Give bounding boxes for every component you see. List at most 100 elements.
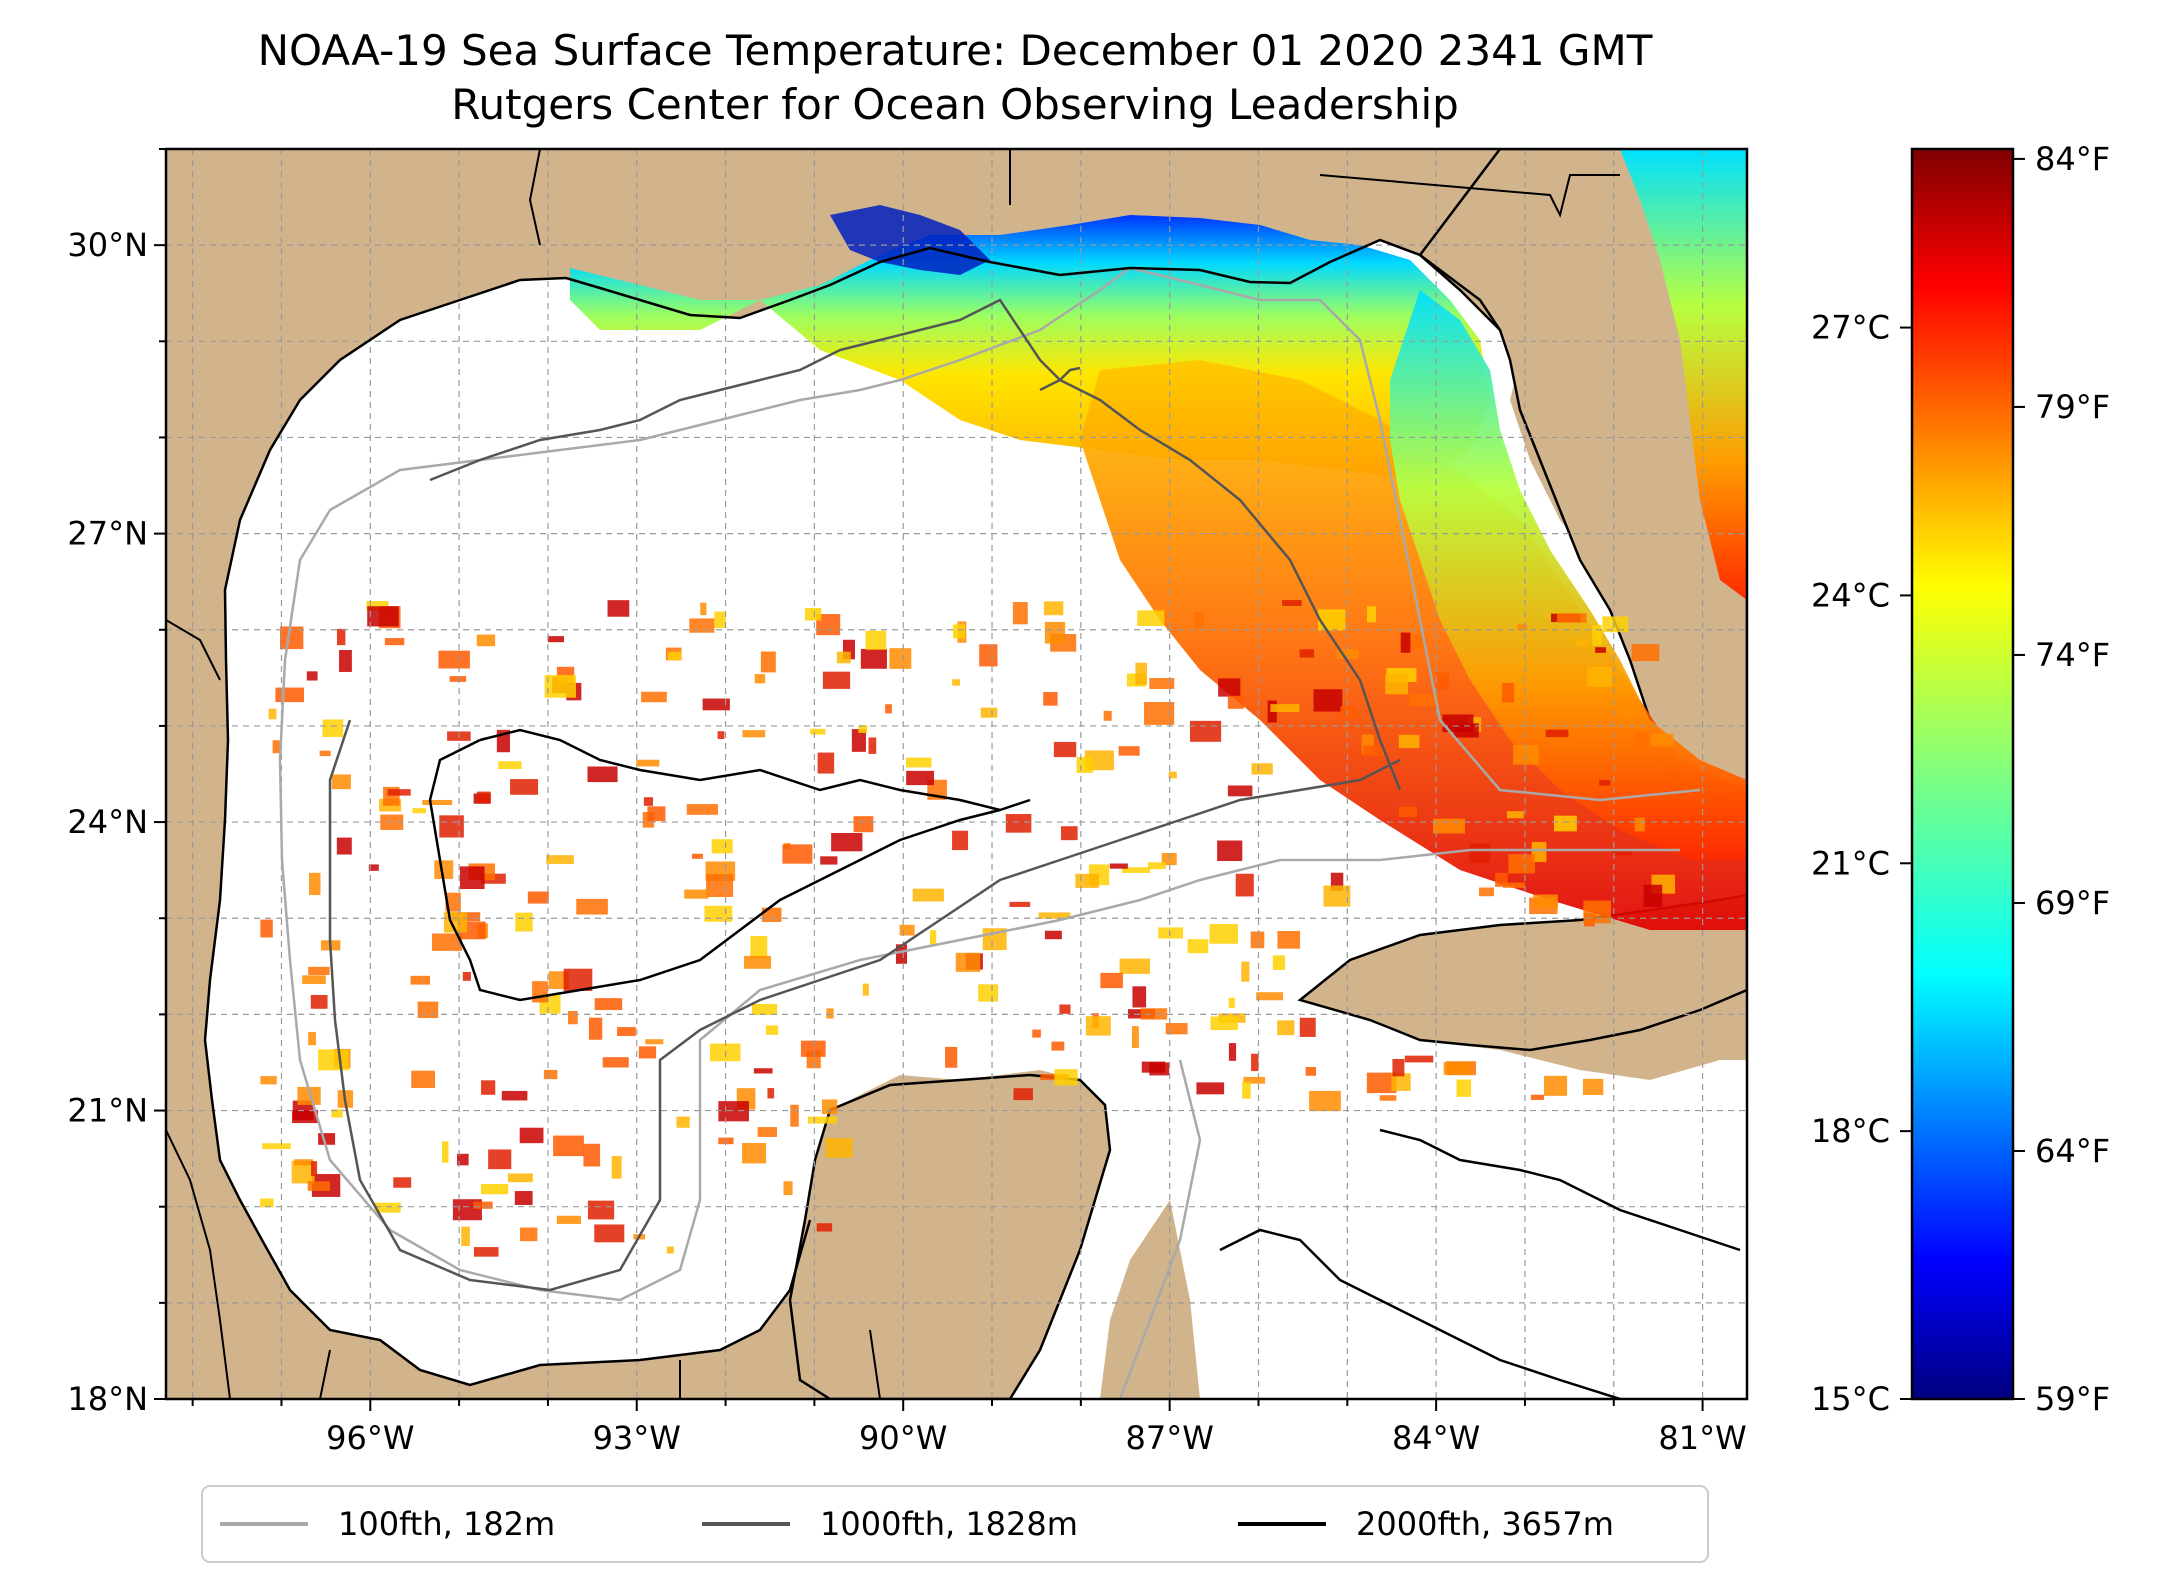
sst-patch	[689, 618, 715, 633]
sst-patch	[1309, 1090, 1341, 1112]
sst-patch	[645, 1039, 664, 1045]
sst-patch	[1228, 1043, 1237, 1061]
sst-patch	[331, 774, 351, 790]
coastline	[203, 238, 1501, 1387]
sst-patch	[262, 1143, 291, 1150]
sst-patch	[1282, 600, 1302, 606]
sst-patch	[1408, 633, 1427, 650]
sst-patch	[527, 891, 549, 904]
sst-patch	[459, 866, 485, 890]
sst-patch	[1243, 1076, 1266, 1084]
sst-patch	[594, 1224, 625, 1243]
sst-patch	[297, 1086, 321, 1105]
sst-patch	[617, 1027, 636, 1036]
lon-tick-label: 84°W	[1392, 1419, 1480, 1457]
legend-label: 100fth, 182m	[338, 1505, 555, 1543]
sst-patch	[831, 833, 863, 852]
sst-patch	[1009, 901, 1031, 907]
sst-patch	[1442, 714, 1474, 732]
sst-patch	[1340, 706, 1358, 719]
sst-patch	[319, 750, 331, 757]
sst-patch	[368, 864, 379, 871]
sst-patch	[899, 924, 915, 936]
map-panel	[166, 149, 1747, 1399]
sst-patch	[1168, 771, 1177, 779]
sst-patch	[711, 839, 733, 854]
sst-patch	[895, 944, 907, 964]
sst-patch	[412, 808, 427, 814]
sst-patch	[311, 1161, 318, 1177]
sst-patch	[1149, 678, 1175, 689]
sst-patch	[906, 757, 932, 768]
sst-patch	[434, 860, 454, 879]
sst-patch	[306, 671, 318, 681]
sst-patch	[757, 1127, 777, 1137]
sst-patch	[1501, 683, 1515, 703]
colorbar-celsius-axis: 27°C 24°C 21°C 18°C 15°C	[1811, 309, 1912, 1418]
sst-patch	[260, 1076, 277, 1085]
sst-patch	[1517, 624, 1528, 631]
sst-patch	[889, 648, 912, 669]
sst-patch	[647, 806, 666, 822]
sst-patch	[588, 1017, 603, 1040]
sst-patch	[691, 853, 704, 859]
sst-patch	[1513, 744, 1539, 765]
sst-patch	[1392, 1058, 1405, 1077]
sst-patch	[422, 799, 453, 806]
sst-patch	[1109, 863, 1128, 869]
caribbean-water	[1160, 1000, 1747, 1399]
sst-patch	[1323, 885, 1351, 907]
sst-patch	[260, 919, 273, 938]
sst-patch	[783, 1181, 793, 1196]
sst-patch	[456, 1153, 469, 1166]
sst-patch	[1277, 930, 1301, 949]
sst-patch	[1391, 1073, 1411, 1091]
sst-patch	[366, 601, 389, 611]
sst-patch	[1595, 647, 1606, 653]
sst-patch	[519, 1127, 544, 1144]
sst-patch	[1631, 644, 1660, 662]
colorbar-celsius-label: 24°C	[1811, 576, 1890, 614]
sst-patch	[979, 644, 998, 667]
sst-patch	[865, 630, 887, 650]
sst-patch	[810, 728, 826, 735]
sst-patch	[744, 955, 772, 969]
lon-tick-label: 93°W	[593, 1419, 681, 1457]
sst-patch	[765, 1025, 779, 1035]
sst-scattered-patches	[260, 600, 1676, 1257]
sst-patch	[488, 1149, 512, 1170]
sst-patch	[1545, 729, 1569, 738]
sst-patch	[782, 844, 813, 864]
sst-cold-nearshore	[830, 205, 990, 275]
sst-patch	[417, 1001, 439, 1018]
sst-patch	[547, 636, 565, 643]
sst-patch	[1456, 1079, 1472, 1097]
sst-patch	[1643, 884, 1663, 907]
sst-patch	[1256, 992, 1284, 1001]
sst-patch	[1075, 873, 1099, 888]
sst-patch	[272, 740, 280, 754]
sst-patch	[1038, 912, 1071, 919]
colorbar-fahrenheit-label: 84°F	[2035, 140, 2110, 178]
sst-patch	[1196, 1082, 1225, 1095]
sst-patch	[714, 611, 726, 628]
sst-patch	[556, 1215, 582, 1224]
sst-patch	[1218, 678, 1241, 697]
sst-patch	[1336, 648, 1359, 659]
sst-patch	[476, 634, 496, 647]
sst-patch	[952, 830, 969, 851]
sst-patch	[1100, 972, 1123, 989]
sst-west-florida	[1390, 290, 1747, 860]
sst-patch	[563, 968, 593, 991]
sst-patch	[387, 789, 411, 796]
sst-patch	[462, 971, 471, 981]
sst-patch	[1235, 873, 1254, 897]
sst-patch	[760, 651, 776, 673]
sst-patch	[292, 1109, 319, 1124]
sst-patch	[754, 674, 766, 684]
lon-tick-label: 90°W	[859, 1419, 947, 1457]
sst-patch	[1076, 756, 1093, 773]
sst-patch	[449, 676, 467, 682]
sst-patch	[607, 600, 630, 617]
sst-patch	[611, 1156, 622, 1179]
